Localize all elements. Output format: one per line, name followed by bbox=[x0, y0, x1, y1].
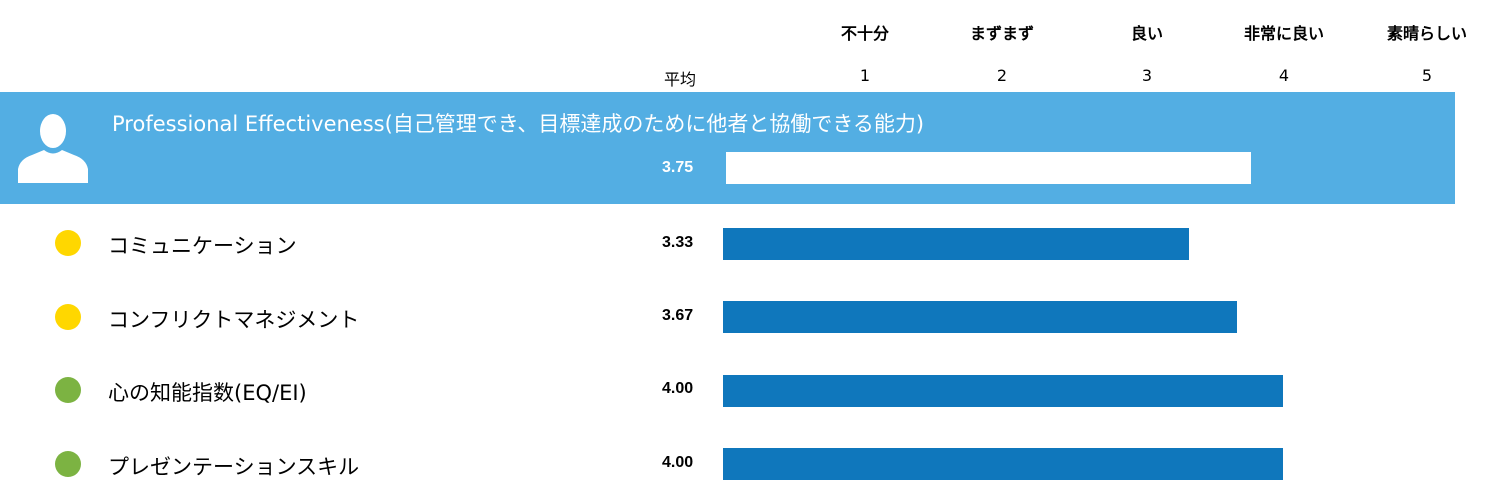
tick-label-4: 4 bbox=[1278, 66, 1290, 85]
scale-label-3: 良い bbox=[1130, 24, 1163, 43]
tick-label-1: 1 bbox=[859, 66, 871, 85]
category-header-band bbox=[0, 92, 1455, 204]
scale-label-4: 非常に良い bbox=[1243, 24, 1324, 43]
item-label: コンフリクトマネジメント bbox=[108, 308, 360, 332]
category-title: Professional Effectiveness(自己管理でき、目標達成のた… bbox=[112, 112, 925, 136]
scale-label-5: 素晴らしい bbox=[1386, 24, 1467, 43]
item-bar bbox=[723, 301, 1237, 333]
header-bar bbox=[726, 152, 1251, 184]
item-bar bbox=[723, 448, 1283, 480]
item-label: プレゼンテーションスキル bbox=[108, 455, 360, 479]
item-label: コミュニケーション bbox=[108, 234, 297, 258]
scale-label-1: 不十分 bbox=[840, 24, 889, 43]
person-silhouette-icon bbox=[18, 114, 88, 183]
item-value-label: 4.00 bbox=[662, 380, 694, 397]
header-value-label: 3.75 bbox=[662, 159, 694, 176]
status-dot bbox=[55, 377, 81, 403]
average-column-header: 平均 bbox=[664, 70, 697, 89]
item-bar bbox=[723, 375, 1283, 407]
scale-label-2: まずまず bbox=[969, 24, 1034, 43]
item-value-label: 3.67 bbox=[662, 307, 694, 324]
status-dot bbox=[55, 304, 81, 330]
status-dot bbox=[55, 230, 81, 256]
item-bar bbox=[723, 228, 1190, 260]
tick-label-2: 2 bbox=[996, 66, 1008, 85]
status-dot bbox=[55, 451, 81, 477]
tick-label-5: 5 bbox=[1421, 66, 1433, 85]
item-label: 心の知能指数(EQ/EI) bbox=[108, 381, 307, 405]
item-value-label: 4.00 bbox=[662, 454, 694, 471]
tick-label-3: 3 bbox=[1141, 66, 1153, 85]
item-value-label: 3.33 bbox=[662, 234, 694, 251]
